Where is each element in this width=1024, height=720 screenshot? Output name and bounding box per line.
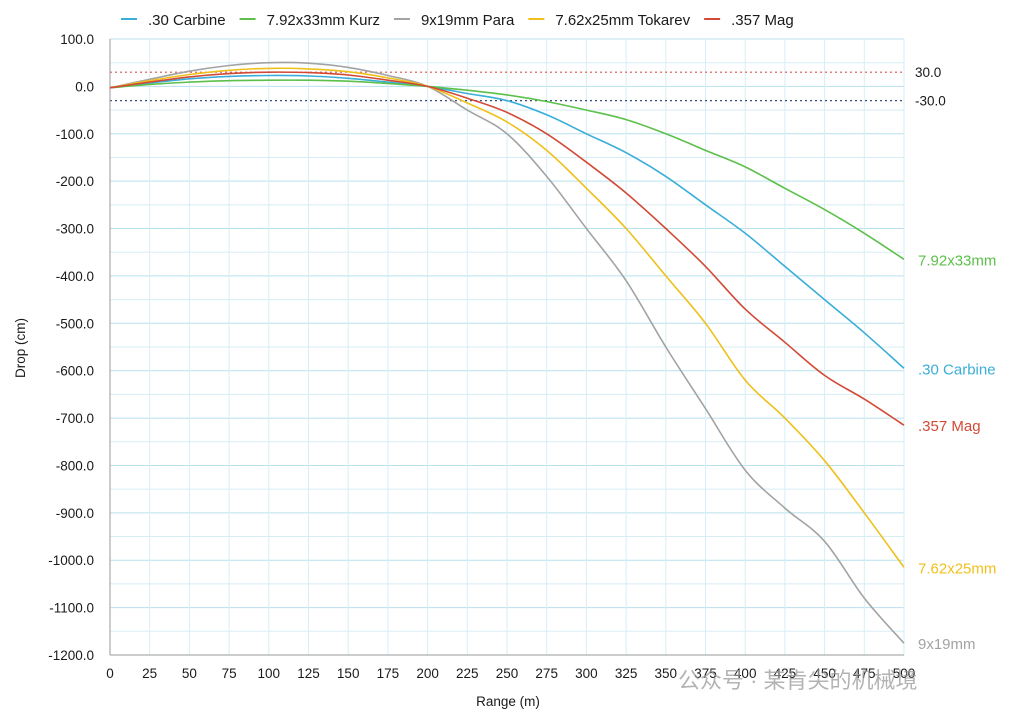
grid [109,38,905,656]
legend-label-357-mag: .357 Mag [731,12,794,29]
y-tick-label: -1000.0 [48,553,94,568]
end-label-7-62x25mm-tokarev: 7.62x25mm [918,560,996,577]
legend-label-7-62x25mm-tokarev: 7.62x25mm Tokarev [555,12,690,29]
legend-label-7-92x33mm-kurz: 7.92x33mm Kurz [267,12,380,29]
reference-line-label: 30.0 [915,65,941,80]
x-tick-label: 75 [222,666,237,681]
y-tick-label: 0.0 [75,79,94,94]
axes: 100.0 0.0 -100.0 -200.0 -300.0 -400.0 -500.0 -6… [48,32,915,681]
x-tick-label: 250 [496,666,519,681]
series-line-7-62x25mm-tokarev [109,67,905,568]
x-tick-label: 150 [337,666,360,681]
x-tick-label: 200 [416,666,439,681]
y-tick-label: -200.0 [56,174,94,189]
x-tick-label: 300 [575,666,598,681]
y-tick-label: -1100.0 [49,601,94,616]
reference-line-label: -30.0 [915,94,946,109]
x-tick-label: 425 [774,666,797,681]
y-tick-label: -400.0 [56,269,94,284]
y-tick-label: -700.0 [56,411,94,426]
series-lines [109,61,905,644]
x-axis-title: Range (m) [476,694,540,709]
series-line-9x19mm-para [109,61,905,644]
y-tick-label: -500.0 [56,316,94,331]
x-tick-label: 475 [853,666,876,681]
y-tick-label: -1200.0 [48,648,94,663]
end-label-9x19mm-para: 9x19mm [918,636,976,653]
x-tick-label: 450 [813,666,836,681]
legend: .30 Carbine 7.92x33mm Kurz 9x19mm Para 7.62… [121,12,794,29]
y-axis-title: Drop (cm) [13,318,28,378]
end-label-30-carbine: .30 Carbine [918,361,996,378]
x-tick-label: 125 [297,666,320,681]
y-tick-label: 100.0 [60,32,94,47]
x-tick-label: 100 [258,666,281,681]
x-tick-label: 25 [142,666,157,681]
x-tick-label: 375 [694,666,717,681]
x-tick-label: 225 [456,666,479,681]
legend-label-9x19mm-para: 9x19mm Para [421,12,515,29]
y-tick-label: -900.0 [56,506,94,521]
legend-label-30-carbine: .30 Carbine [148,12,226,29]
y-tick-label: -800.0 [56,458,94,473]
series-line-7-92x33mm-kurz [109,79,905,260]
watermark-text: 公众号 · 某肯尖的机械境 [678,668,918,693]
end-label-7-92x33mm-kurz: 7.92x33mm [918,252,996,269]
x-tick-label: 400 [734,666,757,681]
x-tick-label: 175 [377,666,400,681]
y-tick-label: -100.0 [56,127,94,142]
x-tick-label: 500 [893,666,916,681]
x-tick-label: 0 [106,666,114,681]
x-tick-label: 275 [535,666,558,681]
reference-lines: 30.0 -30.0 [110,65,946,109]
series-line-357-mag [109,71,905,426]
end-label-357-mag: .357 Mag [918,418,981,435]
x-tick-label: 50 [182,666,197,681]
end-labels: .30 Carbine 7.92x33mm 9x19mm 7.62x25mm .357 … [918,252,996,653]
y-tick-label: -600.0 [56,364,94,379]
series-line-30-carbine [109,74,905,369]
x-tick-label: 350 [655,666,678,681]
y-tick-label: -300.0 [56,222,94,237]
x-tick-label: 325 [615,666,638,681]
